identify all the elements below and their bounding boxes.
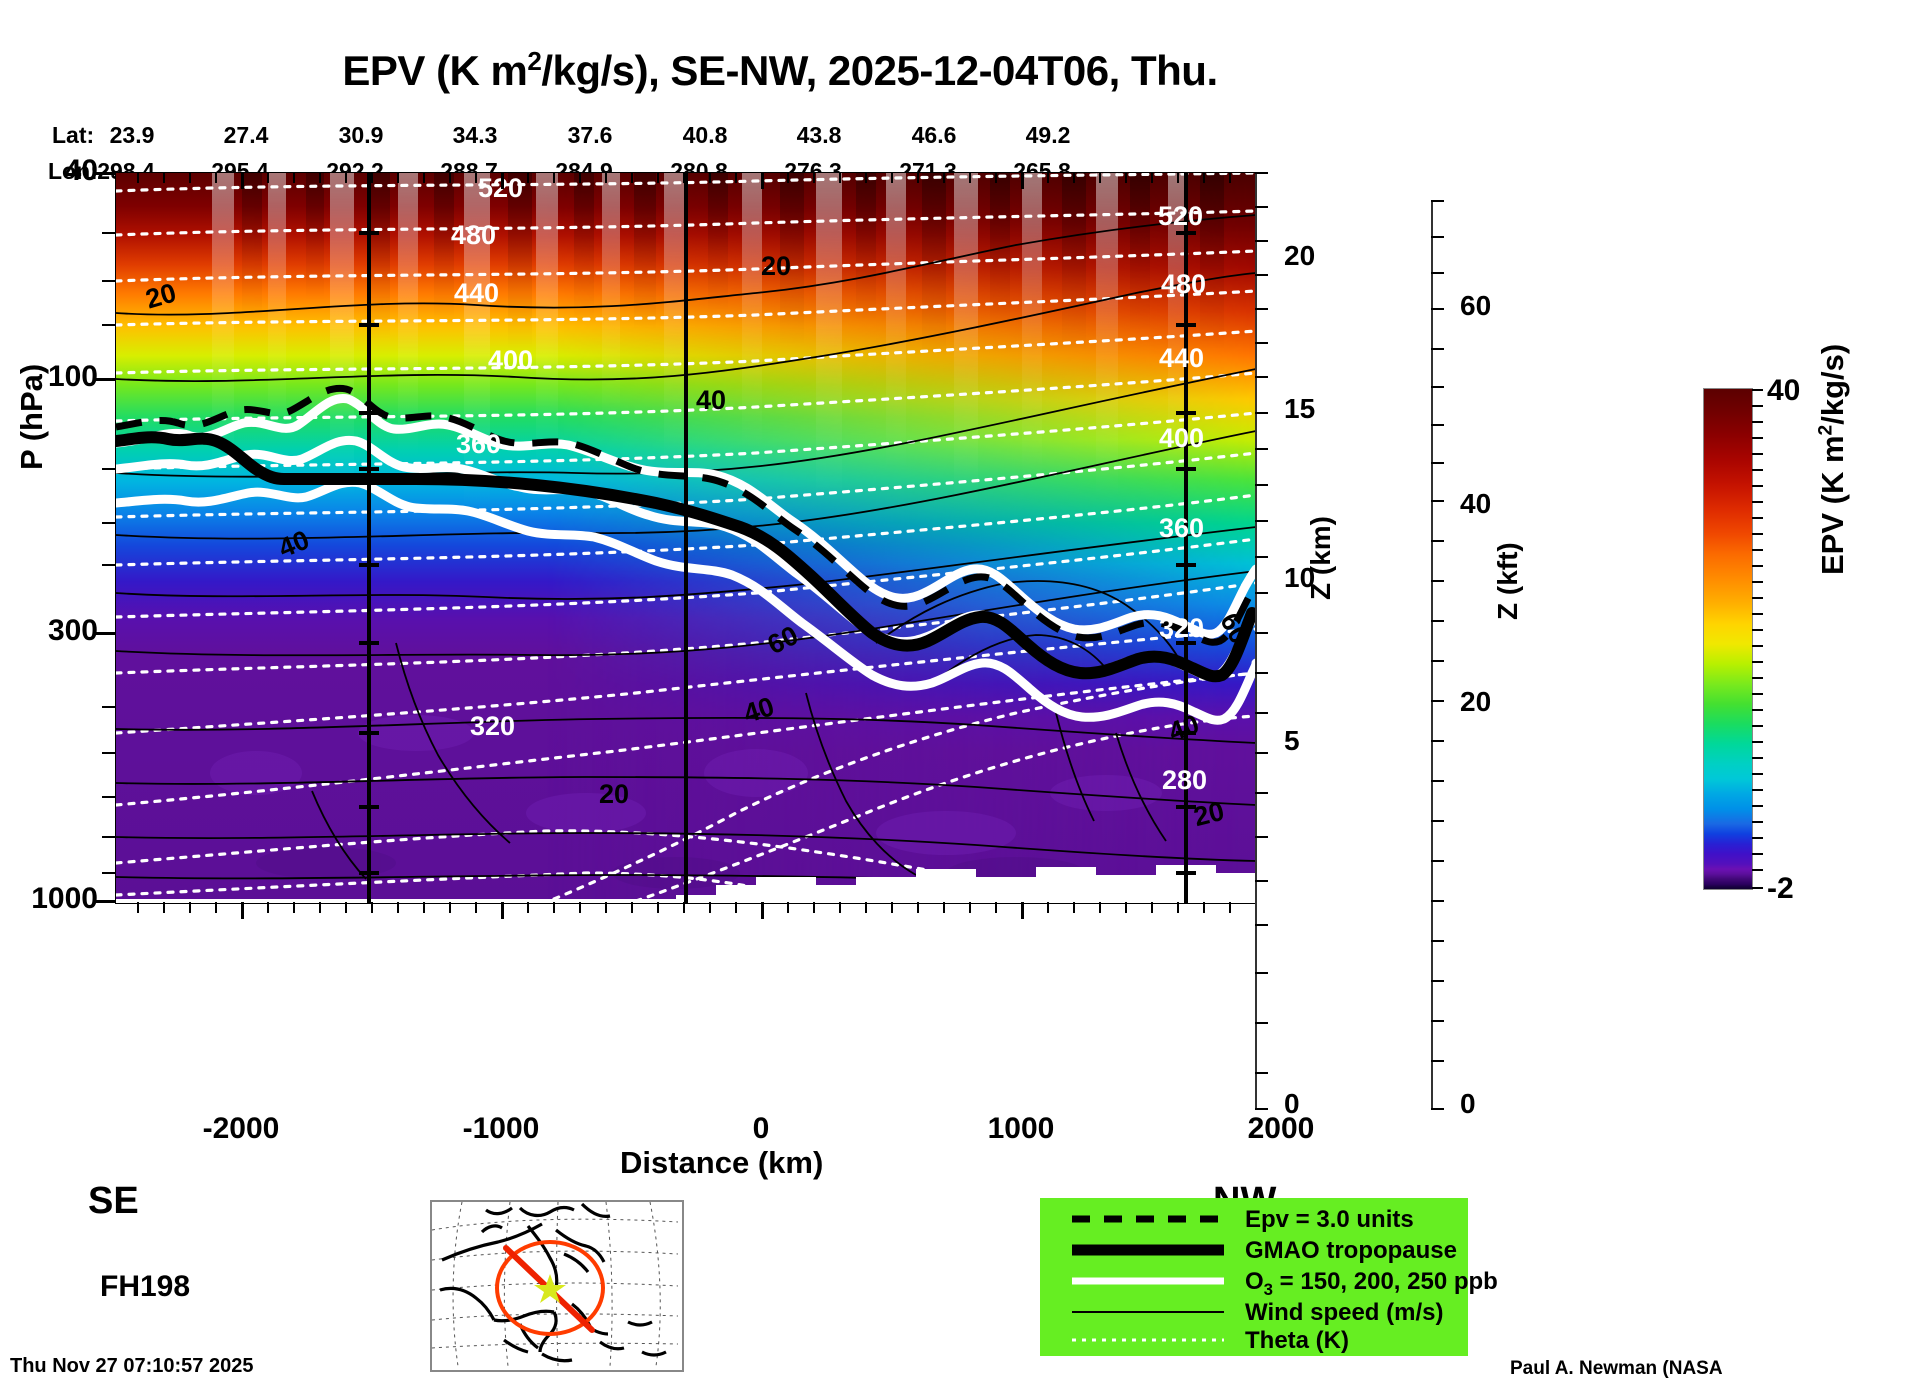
z-km-tick-5: 5 <box>1284 725 1300 756</box>
legend-label-epv: Epv = 3.0 units <box>1245 1206 1414 1233</box>
legend-item-wind: Wind speed (m/s) <box>1040 1297 1468 1328</box>
dashed-black-line-icon <box>1072 1215 1224 1223</box>
thin-black-line-icon <box>1072 1311 1224 1313</box>
epv-3-contour <box>116 384 1254 646</box>
theta-label-440-right: 440 <box>1159 343 1205 373</box>
generation-timestamp: Thu Nov 27 07:10:57 2025 <box>10 1355 254 1377</box>
theta-label-280-right: 280 <box>1162 765 1208 795</box>
colorbar-max-label: 40 <box>1767 374 1801 407</box>
lat-row-label: Lat: <box>52 122 95 148</box>
range-circle <box>495 1240 605 1336</box>
lat-value: 30.9 <box>338 122 384 148</box>
legend-label-ozone: O3 = 150, 200, 250 ppb <box>1245 1268 1498 1299</box>
legend-label-theta: Theta (K) <box>1245 1327 1349 1354</box>
theta-label-440: 440 <box>454 278 500 308</box>
z-kft-tick-20: 20 <box>1460 686 1492 717</box>
theta-label-320-right: 320 <box>1159 613 1205 643</box>
thick-white-line-icon <box>1072 1277 1224 1285</box>
colorbar-title-suffix: /kg/s) <box>1815 343 1850 425</box>
author-credit: Paul A. Newman (NASA <box>1510 1358 1723 1379</box>
colorbar-title-prefix: EPV (K m <box>1815 435 1850 575</box>
lon-row-label: Lon: <box>48 158 98 184</box>
wind-label-40-mid: 40 <box>696 385 727 415</box>
pressure-tick-100: 100 <box>47 360 98 393</box>
theta-label-520-right: 520 <box>1158 201 1204 231</box>
theta-contours-low <box>552 671 1256 903</box>
z-kft-tick-60: 60 <box>1460 290 1492 321</box>
colorbar-title: EPV (K m2/kg/s) <box>1815 344 1851 575</box>
lat-value: 43.8 <box>796 122 842 148</box>
thick-black-line-icon <box>1072 1244 1224 1256</box>
colorbar-title-superscript: 2 <box>1815 424 1837 436</box>
legend-item-theta: Theta (K) <box>1040 1325 1468 1356</box>
epv-fill <box>116 173 1256 903</box>
pressure-tick-300: 300 <box>47 614 98 647</box>
z-km-tick-10: 10 <box>1284 562 1316 593</box>
theta-label-480: 480 <box>451 220 497 250</box>
z-km-axis <box>1255 172 1257 1110</box>
legend-label-wind: Wind speed (m/s) <box>1245 1299 1444 1326</box>
title-prefix: EPV (K m <box>342 47 528 94</box>
orientation-label-se: SE <box>88 1180 139 1222</box>
gmao-tropopause-contour <box>116 431 1256 683</box>
wind-label-20-top: 20 <box>761 251 792 281</box>
z-km-tick-20: 20 <box>1284 240 1316 271</box>
wind-label-20-low: 20 <box>599 779 630 809</box>
lat-value: 49.2 <box>1025 122 1071 148</box>
lat-value: 27.4 <box>223 122 269 148</box>
locator-map-svg <box>432 1202 679 1367</box>
cross-section-plot[interactable]: 520 480 440 400 360 320 520 480 440 400 … <box>115 172 1257 904</box>
legend-item-tropopause: GMAO tropopause <box>1040 1235 1468 1266</box>
lat-value: 40.8 <box>682 122 728 148</box>
theta-label-400-right: 400 <box>1159 423 1205 453</box>
locator-map[interactable] <box>430 1200 684 1372</box>
forecast-hour-label: FH198 <box>100 1270 191 1303</box>
z-km-tick-0: 0 <box>1284 1088 1300 1119</box>
theta-label-360: 360 <box>456 429 502 459</box>
z-km-axis-title: Z (km) <box>1305 516 1336 600</box>
legend-box: Epv = 3.0 units GMAO tropopause O3 = 150… <box>1040 1198 1498 1356</box>
distance-axis-title: Distance (km) <box>620 1145 824 1180</box>
epv-colorbar[interactable] <box>1703 388 1763 890</box>
distance-axis <box>115 172 1255 919</box>
legend-item-epv: Epv = 3.0 units <box>1040 1204 1468 1235</box>
title-superscript: 2 <box>527 46 542 76</box>
z-km-tick-15: 15 <box>1284 393 1316 424</box>
lat-value: 37.6 <box>567 122 613 148</box>
pressure-tick-40: 40 <box>64 154 98 187</box>
terrain-surface <box>676 865 1256 903</box>
theta-label-480-right: 480 <box>1161 269 1207 299</box>
distance-tick-1000: 1000 <box>987 1112 1055 1145</box>
legend-label-tropopause: GMAO tropopause <box>1245 1237 1458 1264</box>
coastlines <box>439 1202 667 1363</box>
z-kft-axis-title: Z (kft) <box>1492 542 1523 620</box>
z-kft-tick-40: 40 <box>1460 488 1492 519</box>
z-kft-tick-0: 0 <box>1460 1088 1476 1119</box>
distance-tick--2000: -2000 <box>202 1112 280 1145</box>
theta-label-400: 400 <box>488 345 534 375</box>
distance-tick--1000: -1000 <box>462 1112 540 1145</box>
pressure-tick-1000: 1000 <box>31 882 98 915</box>
lat-value: 46.6 <box>911 122 957 148</box>
lat-value: 23.9 <box>109 122 155 148</box>
distance-tick-0: 0 <box>752 1112 770 1145</box>
page-title: EPV (K m2/kg/s), SE-NW, 2025-12-04T06, T… <box>0 46 1560 95</box>
colorbar-min-label: -2 <box>1767 872 1794 905</box>
theta-label-360-right: 360 <box>1159 513 1205 543</box>
title-suffix: /kg/s), SE-NW, 2025-12-04T06, Thu. <box>541 47 1218 94</box>
distance-tick-2000: 2000 <box>1247 1112 1315 1145</box>
theta-label-320: 320 <box>470 711 516 741</box>
legend-item-ozone: O3 = 150, 200, 250 ppb <box>1040 1266 1498 1299</box>
dotted-white-line-icon <box>1072 1338 1224 1342</box>
pressure-axis-title: P (hPa) <box>14 363 49 470</box>
lat-value: 34.3 <box>452 122 498 148</box>
station-star-marker <box>534 1274 566 1303</box>
z-kft-axis <box>1431 200 1433 1110</box>
theta-label-520: 520 <box>478 173 524 203</box>
